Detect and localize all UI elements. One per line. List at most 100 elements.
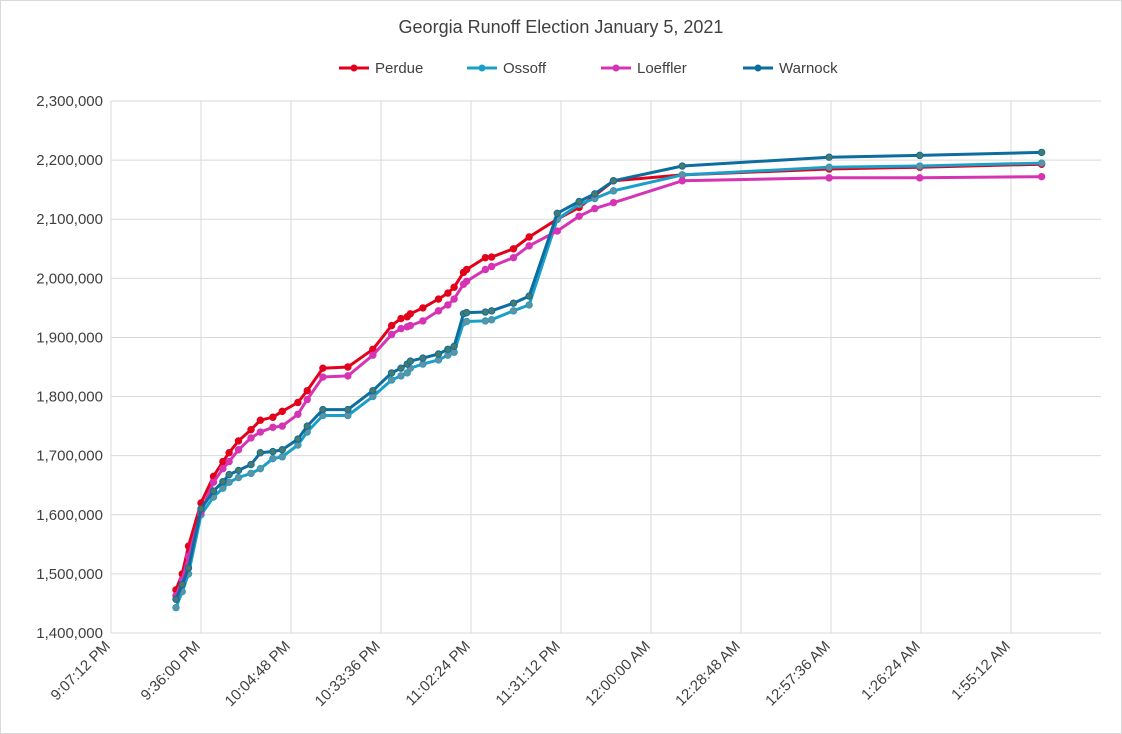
data-point-loeffler <box>916 174 924 182</box>
data-point-loeffler <box>303 395 311 404</box>
data-point-warnock <box>247 460 255 469</box>
data-point-warnock <box>462 308 471 317</box>
data-point-ossoff <box>525 301 533 309</box>
data-point-perdue <box>406 310 415 318</box>
data-point-loeffler <box>387 330 396 339</box>
y-tick-label: 1,500,000 <box>36 566 103 583</box>
legend-marker <box>350 64 358 72</box>
data-point-warnock <box>344 405 352 414</box>
data-point-loeffler <box>225 457 233 466</box>
data-point-loeffler <box>609 198 618 207</box>
legend-item-warnock: Warnock <box>743 60 838 77</box>
data-point-perdue <box>525 233 533 241</box>
data-point-warnock <box>178 580 186 589</box>
data-point-loeffler <box>278 422 286 430</box>
data-point-warnock <box>397 364 405 372</box>
legend-label: Warnock <box>779 60 838 77</box>
data-point-perdue <box>219 457 227 466</box>
data-point-loeffler <box>234 446 243 454</box>
data-point-loeffler <box>397 324 405 333</box>
data-point-warnock <box>303 422 311 430</box>
data-point-warnock <box>487 307 496 315</box>
data-point-loeffler <box>256 428 265 436</box>
data-point-ossoff <box>825 163 833 171</box>
data-point-perdue <box>509 245 518 253</box>
data-point-loeffler <box>209 478 218 486</box>
data-point-warnock <box>369 386 377 395</box>
data-point-loeffler <box>553 227 561 235</box>
legend-item-loeffler: Loeffler <box>601 60 687 77</box>
data-point-perdue <box>487 253 496 261</box>
data-point-warnock <box>219 477 227 486</box>
legend-marker <box>754 64 762 72</box>
y-tick-label: 1,600,000 <box>36 507 103 524</box>
data-point-loeffler <box>294 410 302 418</box>
data-point-warnock <box>294 435 302 443</box>
x-tick-label: 10:33:36 PM <box>312 638 384 710</box>
data-point-loeffler <box>825 174 833 182</box>
data-point-ossoff <box>462 317 471 326</box>
legend-item-ossoff: Ossoff <box>467 60 547 77</box>
data-point-perdue <box>434 295 443 303</box>
data-point-warnock <box>481 308 490 316</box>
data-point-ossoff <box>609 187 618 195</box>
data-point-warnock <box>434 350 443 358</box>
y-tick-label: 2,200,000 <box>36 152 103 169</box>
data-point-loeffler <box>462 277 471 285</box>
x-axis: 9:07:12 PM 9:36:00 PM 10:04:48 PM 10:33:36 … <box>48 638 1014 710</box>
data-point-loeffler <box>481 265 490 274</box>
x-tick-label: 11:02:24 PM <box>402 638 473 709</box>
data-point-perdue <box>450 283 458 291</box>
x-tick-label: 12:00:00 AM <box>582 638 654 710</box>
data-point-warnock <box>591 190 599 198</box>
data-point-warnock <box>450 342 458 351</box>
y-tick-label: 1,900,000 <box>36 329 103 346</box>
data-point-ossoff <box>1037 159 1046 167</box>
data-point-warnock <box>225 470 233 479</box>
data-point-warnock <box>916 151 924 160</box>
y-tick-label: 2,300,000 <box>36 93 103 110</box>
legend-label: Ossoff <box>503 60 547 77</box>
data-point-warnock <box>444 345 452 353</box>
y-tick-label: 1,800,000 <box>36 389 103 406</box>
data-point-perdue <box>225 449 233 457</box>
series-line-perdue <box>174 162 1042 591</box>
data-point-loeffler <box>319 373 327 381</box>
data-point-perdue <box>319 364 327 372</box>
data-point-warnock <box>184 564 193 572</box>
legend-marker <box>612 64 620 72</box>
data-point-warnock <box>197 505 205 513</box>
data-point-perdue <box>444 289 452 297</box>
data-point-warnock <box>553 209 561 218</box>
y-tick-label: 2,100,000 <box>36 211 103 228</box>
legend-marker <box>478 64 486 72</box>
data-point-ossoff <box>278 453 286 461</box>
data-point-ossoff <box>172 603 180 612</box>
data-point-warnock <box>525 292 533 300</box>
series-perdue <box>172 160 1046 594</box>
data-point-loeffler <box>406 321 415 330</box>
data-point-loeffler <box>344 372 352 380</box>
data-point-perdue <box>397 314 405 323</box>
data-point-warnock <box>278 446 286 454</box>
data-point-warnock <box>509 299 518 307</box>
data-point-ossoff <box>269 454 277 463</box>
y-tick-label: 1,400,000 <box>36 625 103 642</box>
data-point-ossoff <box>256 464 265 473</box>
data-point-warnock <box>609 177 618 185</box>
data-point-ossoff <box>247 469 255 478</box>
data-point-warnock <box>387 369 396 377</box>
data-point-loeffler <box>247 434 255 442</box>
data-point-loeffler <box>419 317 427 325</box>
data-point-loeffler <box>269 423 277 431</box>
series-ossoff <box>172 159 1046 612</box>
data-point-warnock <box>406 357 415 365</box>
data-point-perdue <box>462 265 471 274</box>
data-point-warnock <box>319 405 327 414</box>
x-tick-label: 10:04:48 PM <box>222 638 294 710</box>
series-line-loeffler <box>174 175 1042 597</box>
data-point-loeffler <box>509 253 518 262</box>
data-point-warnock <box>575 197 583 206</box>
data-point-warnock <box>269 447 277 456</box>
data-point-loeffler <box>487 262 496 271</box>
